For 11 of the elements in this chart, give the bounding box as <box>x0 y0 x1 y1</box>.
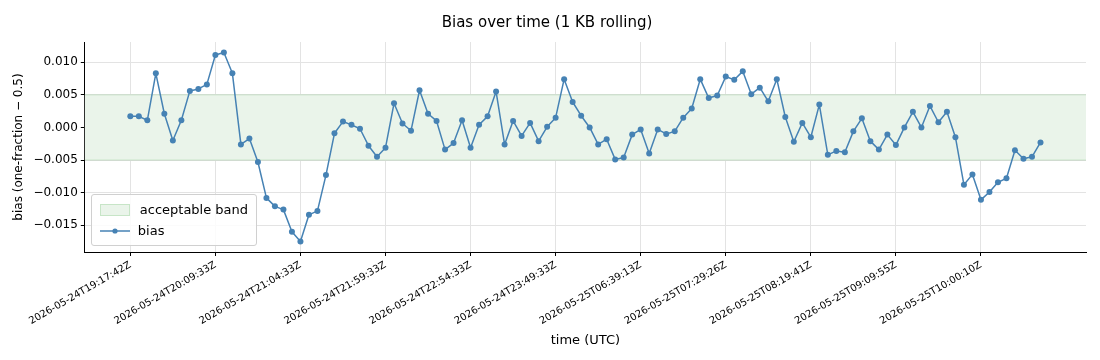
y-tick-label: 0.005 <box>43 86 78 101</box>
y-tick-label: 0.000 <box>43 119 78 134</box>
y-axis-title: bias (one-fraction − 0.5) <box>11 73 26 221</box>
x-axis-title: time (UTC) <box>550 331 621 347</box>
chart-title: Bias over time (1 KB rolling) <box>441 12 653 31</box>
y-tick-label: 0.010 <box>43 54 78 69</box>
legend-label: bias <box>137 222 165 240</box>
legend-label: acceptable band <box>139 201 249 219</box>
y-tick-label: −0.015 <box>33 217 78 232</box>
y-tick-label: −0.005 <box>33 152 78 167</box>
y-tick-label: −0.010 <box>33 184 78 199</box>
